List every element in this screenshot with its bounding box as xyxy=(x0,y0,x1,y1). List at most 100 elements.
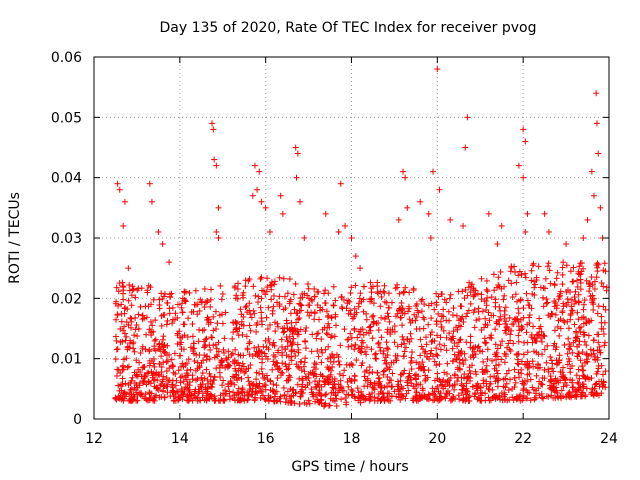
data-point xyxy=(369,335,376,342)
data-point xyxy=(469,383,476,390)
data-point xyxy=(274,375,281,382)
data-point xyxy=(547,378,554,385)
data-point xyxy=(500,383,507,390)
data-point xyxy=(398,299,405,306)
data-point xyxy=(286,353,293,360)
data-point xyxy=(595,303,602,310)
data-point xyxy=(445,308,452,315)
data-point xyxy=(434,352,441,359)
data-point xyxy=(245,378,252,385)
data-point xyxy=(157,382,164,389)
data-point xyxy=(434,395,441,402)
data-point xyxy=(243,303,250,310)
data-point xyxy=(436,341,443,348)
data-point xyxy=(246,340,253,347)
data-point xyxy=(331,333,338,340)
data-point xyxy=(580,367,587,374)
data-point xyxy=(348,386,355,393)
data-point xyxy=(198,298,205,305)
data-point xyxy=(480,380,487,387)
data-point xyxy=(213,228,220,235)
data-point xyxy=(292,280,299,287)
data-point xyxy=(292,389,299,396)
data-point xyxy=(554,360,561,367)
data-point xyxy=(551,282,558,289)
data-point xyxy=(593,120,600,127)
data-point xyxy=(573,388,580,395)
data-point xyxy=(204,298,211,305)
data-point xyxy=(385,346,392,353)
data-point xyxy=(349,362,356,369)
data-point xyxy=(522,138,529,145)
data-point xyxy=(322,377,329,384)
data-point xyxy=(203,316,210,323)
data-point xyxy=(393,357,400,364)
data-point xyxy=(259,371,266,378)
data-point xyxy=(310,370,317,377)
data-point xyxy=(297,393,304,400)
data-point xyxy=(231,284,238,291)
data-point xyxy=(544,263,551,270)
data-point xyxy=(557,288,564,295)
data-point xyxy=(497,268,504,275)
data-point xyxy=(158,312,165,319)
data-point xyxy=(437,334,444,341)
data-point xyxy=(213,326,220,333)
data-point xyxy=(532,281,539,288)
data-point xyxy=(592,381,599,388)
data-point xyxy=(147,318,154,325)
data-point xyxy=(217,374,224,381)
data-point xyxy=(153,384,160,391)
data-point xyxy=(563,262,570,269)
data-point xyxy=(258,295,265,302)
data-point xyxy=(487,334,494,341)
data-point xyxy=(441,296,448,303)
data-point xyxy=(568,303,575,310)
data-point xyxy=(590,350,597,357)
data-point xyxy=(393,393,400,400)
data-point xyxy=(264,325,271,332)
data-point xyxy=(385,313,392,320)
data-point xyxy=(567,376,574,383)
data-point xyxy=(522,270,529,277)
data-point xyxy=(156,296,163,303)
data-point xyxy=(114,311,121,318)
data-point xyxy=(198,384,205,391)
data-point xyxy=(258,321,265,328)
data-point xyxy=(459,357,466,364)
data-point xyxy=(133,322,140,329)
data-point xyxy=(386,390,393,397)
data-point xyxy=(388,299,395,306)
data-point xyxy=(303,324,310,331)
data-point xyxy=(435,310,442,317)
data-point xyxy=(184,372,191,379)
data-point xyxy=(150,296,157,303)
data-point xyxy=(113,337,120,344)
x-tick-label: 14 xyxy=(171,431,189,447)
data-point xyxy=(142,391,149,398)
data-point xyxy=(129,374,136,381)
data-point xyxy=(588,168,595,175)
data-point xyxy=(322,210,329,217)
data-point xyxy=(323,391,330,398)
data-point xyxy=(245,393,252,400)
y-tick-label: 0.05 xyxy=(51,110,82,126)
data-point xyxy=(481,324,488,331)
data-point xyxy=(113,372,120,379)
data-point xyxy=(583,342,590,349)
data-point xyxy=(408,380,415,387)
data-point xyxy=(471,348,478,355)
data-point xyxy=(383,339,390,346)
data-point xyxy=(554,323,561,330)
data-point xyxy=(257,387,264,394)
data-point xyxy=(245,277,252,284)
data-point xyxy=(399,392,406,399)
data-point xyxy=(531,335,538,342)
data-point xyxy=(482,390,489,397)
data-point xyxy=(161,290,168,297)
data-point xyxy=(506,314,513,321)
data-point xyxy=(551,298,558,305)
data-point xyxy=(206,342,213,349)
data-point xyxy=(552,346,559,353)
data-point xyxy=(509,294,516,301)
